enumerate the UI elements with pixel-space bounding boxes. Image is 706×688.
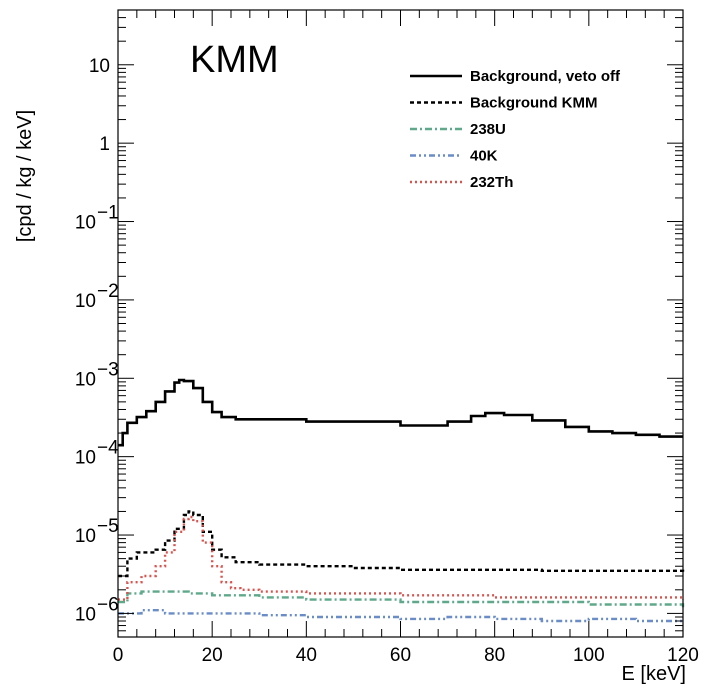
y-tick-exponent: −1 — [97, 203, 119, 224]
legend-label-2: 238U — [470, 121, 506, 138]
series-layer — [118, 378, 685, 623]
x-tick-label: 120 — [667, 645, 699, 666]
x-tick-label: 100 — [573, 645, 605, 666]
legend-label-0: Background, veto off — [470, 68, 621, 85]
series-line-4 — [118, 515, 685, 601]
legend-label-4: 232Th — [470, 174, 513, 191]
y-tick-label: 10 — [75, 291, 96, 312]
y-tick-exponent: −4 — [97, 438, 119, 459]
y-tick-label: 10 — [75, 369, 96, 390]
y-tick-label: 10 — [89, 56, 110, 77]
series-line-0 — [118, 378, 683, 447]
x-tick-label: 20 — [202, 645, 223, 666]
y-axis-title: [cpd / kg / keV] — [14, 110, 36, 242]
x-tick-label: 40 — [296, 645, 317, 666]
series-line-1 — [118, 510, 685, 578]
series-line-2 — [118, 590, 685, 608]
x-tick-label: 80 — [484, 645, 505, 666]
legend-label-3: 40K — [470, 148, 498, 165]
legend: Background, veto off Background KMM 238U 40… — [410, 68, 621, 191]
plot-frame — [117, 9, 684, 638]
y-tick-label: 1 — [99, 134, 110, 155]
y-tick-exponent: −6 — [97, 594, 119, 615]
y-tick-label: 10 — [75, 213, 96, 234]
x-axis-title: E [keV] — [622, 663, 686, 685]
series-line-3 — [118, 609, 683, 623]
chart-tag: KMM — [190, 39, 279, 81]
legend-label-1: Background KMM — [470, 95, 598, 112]
y-tick-exponent: −5 — [97, 516, 119, 537]
y-tick-label: 10 — [75, 604, 96, 625]
x-tick-label: 0 — [113, 645, 124, 666]
x-tick-label: 60 — [390, 645, 411, 666]
y-tick-exponent: −2 — [97, 281, 119, 302]
y-tick-exponent: −3 — [97, 359, 119, 380]
y-tick-label: 10 — [75, 448, 96, 469]
y-tick-label: 10 — [75, 526, 96, 547]
